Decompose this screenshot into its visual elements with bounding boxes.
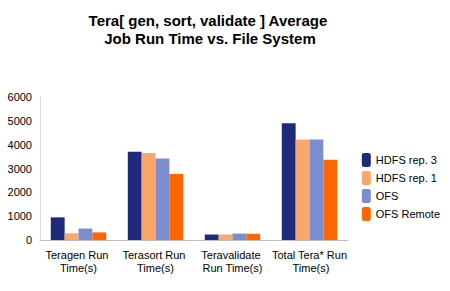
svg-text:Tera[ gen, sort, validate ] Av: Tera[ gen, sort, validate ] Average: [89, 12, 332, 29]
svg-text:Time(s): Time(s): [137, 262, 174, 274]
svg-text:Terasort Run: Terasort Run: [122, 249, 188, 261]
svg-text:HDFS rep. 3: HDFS rep. 3: [376, 154, 437, 166]
svg-text:Run Time(s): Run Time(s): [203, 262, 263, 274]
svg-text:Time(s): Time(s): [60, 262, 97, 274]
svg-text:3000: 3000: [8, 163, 32, 175]
svg-text:4000: 4000: [8, 139, 32, 151]
svg-text:Teravalidate: Teravalidate: [201, 249, 263, 261]
svg-text:5000: 5000: [8, 115, 32, 127]
svg-text:OFS Remote: OFS Remote: [376, 208, 440, 220]
svg-text:HDFS rep. 1: HDFS rep. 1: [376, 172, 437, 184]
svg-text:Time(s): Time(s): [290, 262, 330, 274]
svg-text:0: 0: [26, 234, 32, 246]
svg-text:6000: 6000: [8, 91, 32, 103]
svg-text:Total Tera* Run: Total Tera* Run: [272, 249, 347, 261]
svg-text:Teragen Run: Teragen Run: [45, 249, 111, 261]
svg-text:Job Run Time vs. File System: Job Run Time vs. File System: [104, 30, 315, 47]
svg-text:1000: 1000: [8, 210, 32, 222]
svg-text:2000: 2000: [8, 186, 32, 198]
svg-text:OFS: OFS: [376, 190, 399, 202]
